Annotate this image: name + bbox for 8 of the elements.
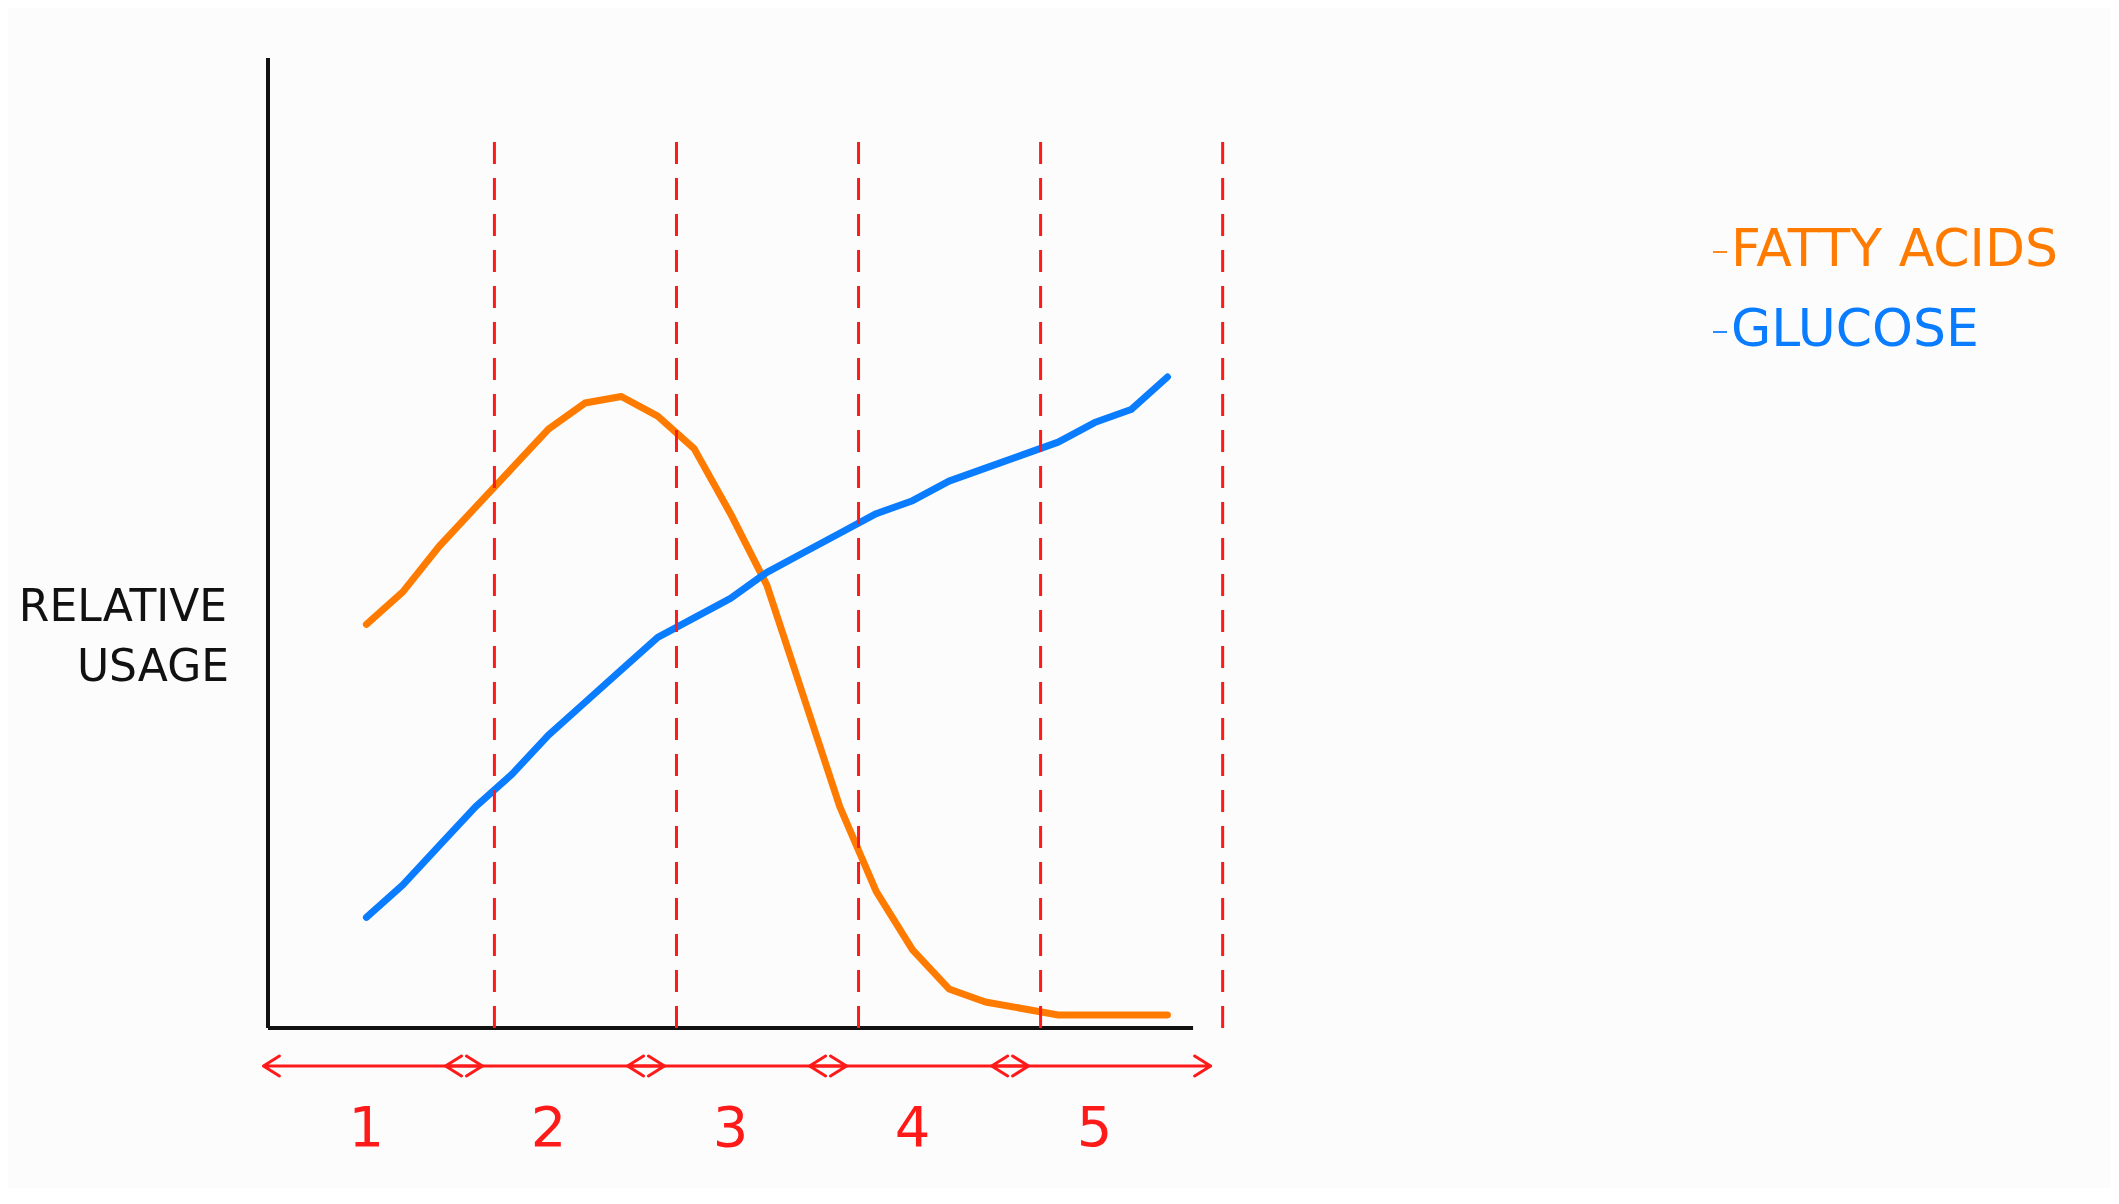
x-tick-label: 2 bbox=[530, 1094, 567, 1159]
x-tick-label: 5 bbox=[1076, 1094, 1113, 1159]
x-tick-label: 3 bbox=[712, 1094, 749, 1159]
x-tick-label: 4 bbox=[894, 1094, 931, 1159]
y-axis-title: RELATIVE USAGE bbox=[18, 579, 230, 691]
x-tick-label: 1 bbox=[348, 1094, 385, 1159]
legend-label: FATTY ACIDS bbox=[1731, 218, 2058, 278]
legend-label: GLUCOSE bbox=[1731, 298, 1979, 358]
